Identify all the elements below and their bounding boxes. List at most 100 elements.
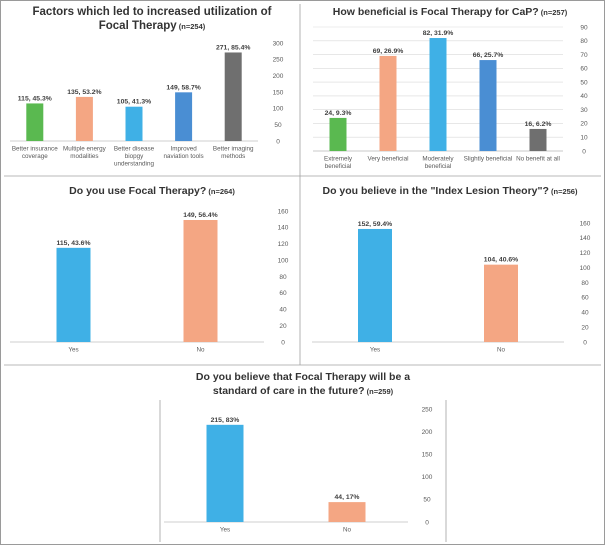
chart-beneficial-title: How beneficial is Focal Therapy for CaP?…: [333, 6, 568, 18]
chart-factors-category-label: methods: [221, 153, 245, 160]
chart-factors-data-label: 149, 58.7%: [166, 84, 200, 91]
chart-factors-category-label: Better imaging: [213, 146, 254, 153]
chart-factors-category-label: biopgy: [125, 153, 144, 160]
chart-use_ft-bar: [183, 220, 218, 342]
chart-beneficial-ytick-label: 40: [580, 93, 588, 100]
chart-beneficial-bar: [529, 128, 547, 151]
chart-use_ft-ytick-label: 20: [279, 323, 287, 330]
chart-use_ft-ytick-label: 60: [279, 290, 287, 297]
chart-index_lesion-data-label: 104, 40.6%: [484, 257, 518, 264]
chart-standard_of_care-title: Do you believe that Focal Therapy will b…: [196, 371, 410, 383]
chart-factors-ytick-label: 50: [274, 122, 282, 129]
chart-index_lesion-ytick-label: 60: [581, 295, 589, 302]
chart-use_ft-ytick-label: 80: [279, 274, 287, 281]
chart-use_ft-category-label: No: [196, 347, 205, 354]
chart-use_ft-ytick-label: 140: [278, 225, 289, 232]
chart-beneficial-ytick-label: 70: [580, 52, 588, 59]
chart-use_ft-ytick-label: 120: [278, 241, 289, 248]
chart-standard_of_care-data-label: 44, 17%: [335, 494, 360, 501]
chart-use_ft-bar: [56, 247, 91, 342]
chart-factors-ytick-label: 0: [276, 138, 280, 145]
chart-standard_of_care-category-label: Yes: [220, 527, 230, 534]
chart-index_lesion-ytick-label: 100: [580, 265, 591, 272]
chart-factors-bar: [26, 103, 44, 141]
chart-standard_of_care-ytick-label: 250: [422, 406, 433, 413]
chart-use_ft-n-label: (n=264): [206, 187, 235, 196]
chart-factors-ytick-label: 100: [273, 106, 284, 113]
chart-use_ft-ytick-label: 0: [281, 339, 285, 346]
chart-use_ft-ytick-label: 160: [278, 208, 289, 215]
chart-index_lesion-ytick-label: 20: [581, 324, 589, 331]
chart-factors-category-label: Multiple energy: [63, 146, 107, 153]
chart-beneficial-ytick-label: 0: [582, 148, 586, 155]
chart-factors-ytick-label: 300: [273, 40, 284, 47]
chart-beneficial-ytick-label: 30: [580, 107, 588, 114]
chart-beneficial-category-label: Extremely: [324, 156, 353, 163]
chart-beneficial-data-label: 69, 26.9%: [373, 48, 404, 55]
chart-standard_of_care-n-label: (n=259): [365, 387, 394, 396]
chart-factors-data-label: 135, 53.2%: [67, 89, 101, 96]
chart-use_ft-data-label: 115, 43.6%: [56, 240, 90, 247]
chart-beneficial-category-label: Very beneficial: [368, 156, 409, 163]
chart-factors-n-label: (n=254): [177, 22, 206, 31]
chart-factors-ytick-label: 200: [273, 73, 284, 80]
chart-factors-bar: [125, 106, 143, 141]
chart-beneficial-data-label: 24, 9.3%: [325, 110, 352, 117]
chart-use_ft-ytick-label: 40: [279, 307, 287, 314]
chart-beneficial-ytick-label: 90: [580, 24, 588, 31]
chart-beneficial-bar: [429, 38, 447, 152]
chart-beneficial-bar: [329, 117, 347, 151]
chart-index_lesion-bar: [358, 228, 392, 342]
chart-factors-category-label: Improved: [170, 146, 197, 153]
chart-beneficial-ytick-label: 10: [580, 135, 588, 142]
chart-factors-category-label: naviation tools: [163, 153, 203, 160]
chart-beneficial-category-label: beneficial: [325, 163, 352, 170]
chart-beneficial-ytick-label: 50: [580, 79, 588, 86]
chart-beneficial-data-label: 66, 25.7%: [473, 52, 504, 59]
chart-factors-ytick-label: 250: [273, 57, 284, 64]
chart-beneficial-data-label: 16, 6.2%: [525, 121, 552, 128]
chart-index_lesion-ytick-label: 0: [583, 339, 587, 346]
chart-factors-title: Factors which led to increased utilizati…: [33, 6, 272, 18]
chart-standard_of_care-bar: [328, 502, 366, 522]
chart-factors-data-label: 271, 85.4%: [216, 44, 250, 51]
chart-factors-category-label: understanding: [114, 161, 154, 168]
chart-standard_of_care-ytick-label: 100: [422, 474, 433, 481]
chart-index_lesion-ytick-label: 40: [581, 310, 589, 317]
chart-index_lesion-data-label: 152, 59.4%: [358, 221, 392, 228]
chart-use_ft-ytick-label: 100: [278, 257, 289, 264]
chart-index_lesion-title: Do you believe in the "Index Lesion Theo…: [323, 185, 578, 197]
chart-factors-category-label: coverage: [22, 153, 48, 160]
chart-standard_of_care-ytick-label: 0: [425, 519, 429, 526]
chart-beneficial-bar: [379, 55, 397, 151]
chart-factors-category-label: Better insurance: [12, 146, 58, 153]
chart-factors-bar: [75, 96, 93, 141]
chart-beneficial-category-label: No benefit at all: [516, 156, 560, 163]
chart-factors-bar: [175, 92, 193, 141]
chart-factors-bar: [224, 52, 242, 142]
chart-standard_of_care-data-label: 215, 83%: [211, 417, 240, 424]
chart-use_ft-data-label: 149, 56.4%: [183, 212, 217, 219]
chart-index_lesion-ytick-label: 140: [580, 235, 591, 242]
chart-beneficial-category-label: beneficial: [425, 163, 452, 170]
chart-index_lesion-n-label: (n=256): [549, 187, 578, 196]
chart-use_ft-category-label: Yes: [68, 347, 78, 354]
chart-beneficial-ytick-label: 80: [580, 38, 588, 45]
chart-beneficial-category-label: Slightly beneficial: [464, 156, 513, 163]
chart-beneficial-data-label: 82, 31.9%: [423, 30, 454, 37]
chart-beneficial-n-label: (n=257): [539, 8, 568, 17]
chart-factors-category-label: modalities: [70, 153, 98, 160]
chart-beneficial-ytick-label: 60: [580, 66, 588, 73]
chart-use_ft-title: Do you use Focal Therapy? (n=264): [69, 185, 235, 197]
chart-factors-ytick-label: 150: [273, 89, 284, 96]
chart-beneficial-category-label: Moderately: [422, 156, 454, 163]
chart-standard_of_care-title: standard of care in the future? (n=259): [213, 385, 394, 397]
chart-factors-data-label: 105, 41.3%: [117, 99, 151, 106]
chart-standard_of_care-ytick-label: 200: [422, 429, 433, 436]
chart-index_lesion-ytick-label: 160: [580, 220, 591, 227]
chart-index_lesion-category-label: No: [497, 347, 506, 354]
chart-index_lesion-ytick-label: 120: [580, 250, 591, 257]
chart-index_lesion-category-label: Yes: [370, 347, 380, 354]
chart-factors-title: Focal Therapy (n=254): [99, 20, 206, 32]
